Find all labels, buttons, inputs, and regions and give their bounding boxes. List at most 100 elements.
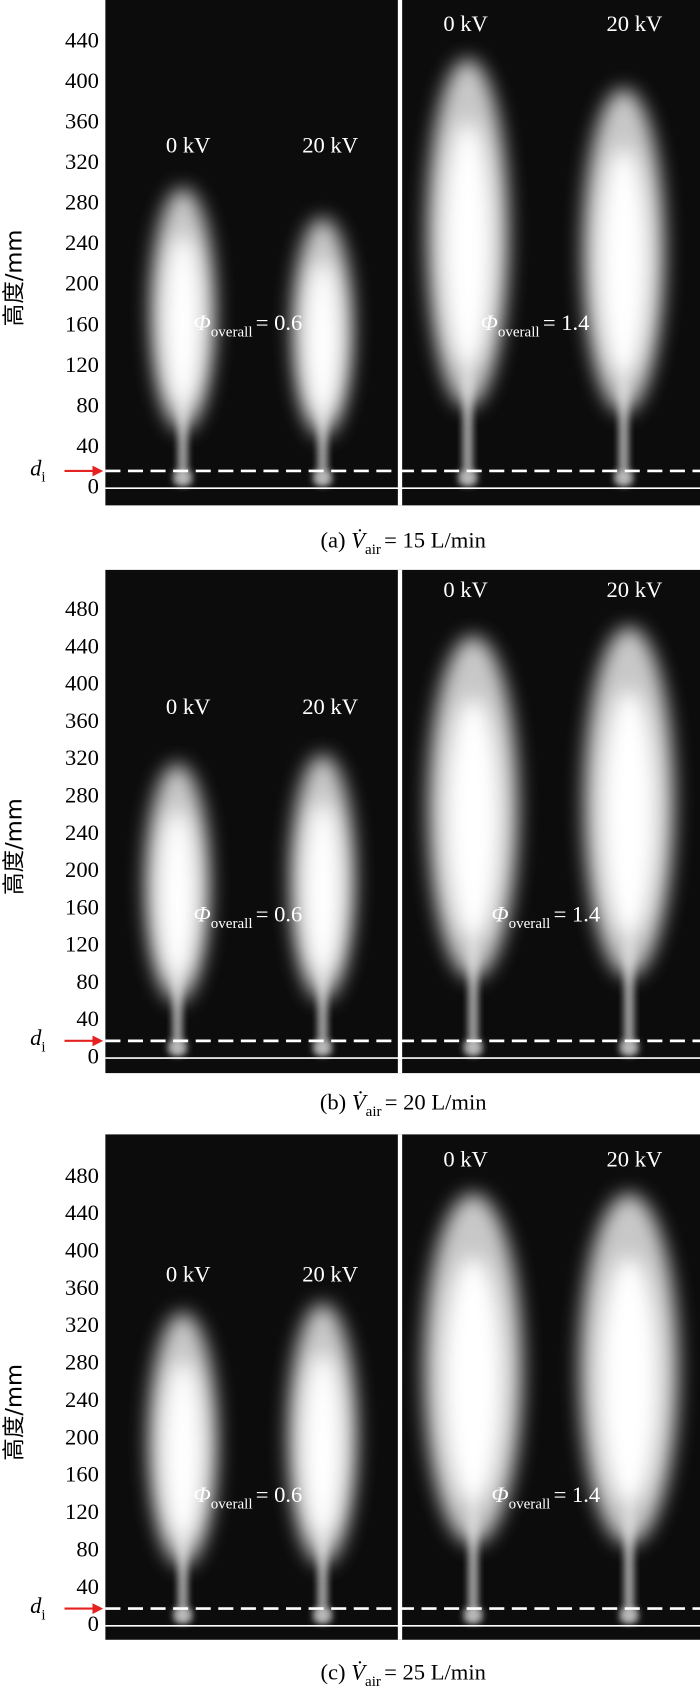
label-part: d: [30, 1593, 42, 1618]
divider: [397, 0, 403, 506]
label-part: (c): [321, 1660, 352, 1685]
y-tick-label: 80: [76, 1536, 99, 1561]
flame-core: [304, 261, 341, 415]
flame-core: [599, 1256, 659, 1503]
marker-label: di: [30, 455, 45, 485]
flame-core: [162, 1361, 204, 1540]
label-part: = 25 L/min: [384, 1660, 486, 1685]
label-part: (a): [321, 527, 352, 552]
label-part: air: [365, 542, 381, 558]
y-tick-label: 440: [65, 27, 99, 52]
divider: [397, 1134, 403, 1640]
nozzle: [312, 470, 333, 484]
y-tick-label: 280: [65, 190, 99, 215]
y-tick-label: 120: [65, 1499, 99, 1524]
y-tick-label: 360: [65, 1275, 99, 1300]
phi-label: Φoverall = 0.6: [194, 310, 303, 340]
y-tick-label: 80: [76, 392, 99, 417]
y-tick-label: 280: [65, 782, 99, 807]
y-tick-label: 480: [65, 596, 99, 621]
phi-label: Φoverall = 1.4: [491, 1482, 600, 1512]
y-tick-label: 240: [65, 820, 99, 845]
y-tick-label: 40: [76, 433, 99, 458]
label-part: overall: [211, 916, 253, 932]
y-tick-label: 280: [65, 1350, 99, 1375]
marker-label: di: [30, 1025, 45, 1055]
voltage-label: 20 kV: [302, 694, 359, 719]
y-tick-label: 0: [88, 1043, 99, 1068]
voltage-label: 0 kV: [166, 694, 211, 719]
label-part: = 1.4: [554, 1482, 601, 1507]
y-tick-label: 40: [76, 1574, 99, 1599]
y-tick-label: 400: [65, 671, 99, 696]
y-tick-label: 160: [65, 311, 99, 336]
nozzle: [463, 1608, 483, 1622]
label-part: overall: [211, 325, 253, 341]
label-part: Φ: [194, 901, 211, 926]
voltage-label: 0 kV: [443, 11, 488, 36]
y-tick-label: 120: [65, 352, 99, 377]
phi-label: Φoverall = 0.6: [194, 901, 303, 931]
voltage-label: 0 kV: [166, 133, 211, 158]
label-part: Φ: [194, 310, 211, 335]
nozzle: [167, 1040, 188, 1054]
axis-label: 高度/mm: [2, 1364, 28, 1461]
nozzle: [312, 1040, 333, 1054]
label-part: = 0.6: [256, 1482, 303, 1507]
voltage-label: 20 kV: [606, 11, 663, 36]
voltage-label: 0 kV: [443, 577, 488, 602]
label-part: = 1.4: [543, 310, 590, 335]
flame-core: [601, 689, 657, 936]
y-tick-label: 160: [65, 1462, 99, 1487]
label-part: Φ: [491, 1482, 508, 1507]
label-part: (b): [320, 1090, 352, 1115]
caption: (a) V̇air = 15 L/min: [321, 527, 486, 557]
label-part: air: [365, 1674, 381, 1686]
panel: di 0 40 80 120 160 200 240 280 320 360 400 440 高度/mm 0…: [2, 0, 700, 558]
y-tick-label: 0: [88, 1611, 99, 1636]
nozzle: [173, 1608, 193, 1622]
flame-core: [303, 802, 342, 975]
panel: di 0 40 80 120 160 200 240 280 320 360 400 440 480 高度/…: [2, 569, 700, 1120]
label-part: i: [41, 1607, 45, 1623]
flame-core: [443, 1256, 503, 1503]
caption: (c) V̇air = 25 L/min: [321, 1660, 486, 1686]
label-part: Φ: [481, 310, 498, 335]
label-part: = 0.6: [256, 901, 303, 926]
y-tick-label: 200: [65, 271, 99, 296]
label-part: V̇: [351, 527, 367, 552]
y-tick-label: 160: [65, 894, 99, 919]
y-tick-label: 320: [65, 1312, 99, 1337]
label-part: overall: [498, 325, 540, 341]
y-tick-label: 440: [65, 633, 99, 658]
flame-core: [163, 235, 203, 406]
label-part: i: [41, 1040, 45, 1056]
y-tick-label: 40: [76, 1006, 99, 1031]
voltage-label: 0 kV: [443, 1147, 488, 1172]
nozzle: [619, 1608, 639, 1622]
voltage-label: 20 kV: [302, 1262, 359, 1287]
flame-core: [446, 697, 501, 939]
y-tick-label: 120: [65, 932, 99, 957]
phi-label: Φoverall = 1.4: [481, 310, 590, 340]
y-tick-label: 400: [65, 1238, 99, 1263]
caption: (b) V̇air = 20 L/min: [320, 1090, 487, 1120]
divider: [397, 569, 403, 1074]
y-tick-label: 320: [65, 745, 99, 770]
axis-label: 高度/mm: [2, 230, 28, 327]
label-part: overall: [509, 916, 551, 932]
label-part: V̇: [352, 1090, 368, 1115]
flame-core: [301, 1353, 344, 1537]
y-tick-label: 0: [88, 474, 99, 499]
y-tick-label: 360: [65, 708, 99, 733]
arrow-head: [92, 1603, 104, 1614]
nozzle: [458, 470, 478, 484]
y-tick-label: 320: [65, 149, 99, 174]
label-part: d: [30, 1025, 42, 1050]
label-part: overall: [509, 1497, 551, 1513]
flame-core: [443, 121, 493, 366]
y-tick-label: 440: [65, 1200, 99, 1225]
nozzle: [619, 1040, 639, 1054]
flame-core: [599, 147, 649, 376]
